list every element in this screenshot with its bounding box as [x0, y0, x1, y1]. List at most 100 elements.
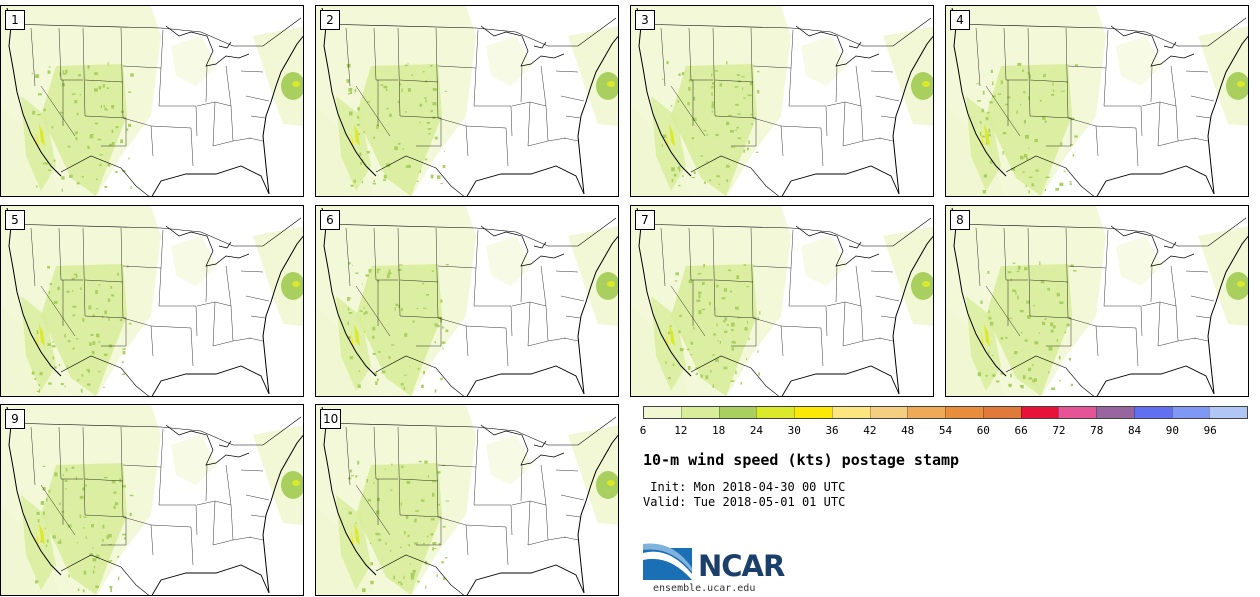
- wind-speckle-18-24: [437, 503, 440, 506]
- wind-speckle-18-24: [445, 264, 449, 266]
- wind-speckle-18-24: [71, 93, 76, 95]
- wind-speckle-18-24: [382, 179, 387, 181]
- wind-speckle-18-24: [372, 326, 376, 331]
- wind-speckle-18-24: [355, 272, 359, 274]
- gulf-coastline: [151, 564, 270, 595]
- state-boundaries: [731, 305, 828, 367]
- colorbar-ticks: 6 12 18 24 30 36 42 48 54 60 66 72 78 84 90 96: [640, 424, 1248, 440]
- wind-speckle-18-24: [128, 157, 130, 160]
- wind-speckle-18-24: [67, 340, 71, 343]
- wind-speckle-18-24: [661, 78, 664, 80]
- wind-speckle-18-24: [711, 92, 713, 96]
- wind-speckle-18-24: [111, 105, 115, 109]
- wind-speckle-18-24: [712, 384, 714, 388]
- wind-speckle-18-24: [1020, 331, 1023, 334]
- wind-speckle-18-24: [82, 487, 85, 491]
- wind-speckle-18-24: [414, 542, 418, 545]
- wind-field-12-18: [356, 463, 442, 595]
- wind-speckle-18-24: [1012, 262, 1016, 264]
- wind-speckle-18-24: [1023, 119, 1026, 124]
- wind-speckle-18-24: [759, 311, 761, 315]
- wind-speckle-18-24: [1066, 323, 1070, 327]
- wind-field-plains: [486, 435, 532, 485]
- member-map-panel: 8: [945, 205, 1249, 397]
- wind-speckle-18-24: [355, 521, 357, 524]
- gulf-coastline: [466, 365, 585, 396]
- wind-speckle-18-24: [407, 534, 410, 538]
- wind-speckle-18-24: [53, 159, 56, 162]
- wind-speckle-18-24: [1012, 289, 1016, 292]
- country-border: [319, 416, 617, 446]
- wind-speckle-18-24: [81, 175, 84, 178]
- wind-speckle-18-24: [741, 76, 745, 78]
- wind-speckle-18-24: [432, 547, 434, 551]
- wind-core-atlantic: [292, 281, 300, 287]
- country-border: [319, 17, 617, 47]
- wind-speckle-18-24: [35, 74, 40, 78]
- colorbar-swatch: [756, 407, 794, 418]
- wind-speckle-18-24: [103, 104, 105, 108]
- wind-speckle-18-24: [374, 372, 377, 376]
- wind-speckle-18-24: [53, 300, 58, 304]
- country-border: [634, 217, 932, 247]
- wind-speckle-18-24: [746, 286, 749, 288]
- wind-speckle-18-24: [669, 325, 673, 327]
- wind-speckle-18-24: [1047, 287, 1050, 291]
- state-boundaries: [84, 426, 164, 556]
- wind-speckle-18-24: [102, 84, 105, 88]
- wind-speckle-18-24: [442, 577, 446, 580]
- wind-speckle-18-24: [389, 489, 393, 491]
- gulf-coastline: [466, 564, 585, 595]
- wind-speckle-18-24: [117, 272, 119, 276]
- wind-speckle-18-24: [94, 122, 99, 125]
- state-boundaries: [520, 464, 585, 541]
- wind-speckle-18-24: [976, 83, 980, 85]
- wind-speckle-18-24: [404, 64, 408, 67]
- wind-speckle-18-24: [68, 574, 70, 578]
- wind-speckle-18-24: [372, 182, 376, 185]
- state-boundaries: [520, 265, 585, 342]
- wind-speckle-18-24: [992, 81, 994, 86]
- wind-speckle-18-24: [1032, 379, 1035, 383]
- wind-speckle-18-24: [122, 485, 126, 488]
- wind-speckle-18-24: [751, 123, 753, 125]
- wind-speckle-18-24: [423, 543, 425, 545]
- wind-speckle-18-24: [731, 341, 735, 344]
- ncar-logo-icon: [643, 543, 692, 580]
- wind-speckle-18-24: [1005, 336, 1008, 339]
- wind-speckle-18-24: [1044, 318, 1047, 320]
- wind-speckle-18-24: [1038, 332, 1041, 334]
- member-map-panel: 5: [0, 205, 304, 397]
- state-boundaries: [416, 504, 513, 566]
- member-map-panel: 2: [315, 5, 619, 197]
- west-coastline: [951, 207, 1007, 377]
- wind-speckle-18-24: [1074, 135, 1078, 138]
- wind-speckle-18-24: [362, 159, 364, 162]
- wind-speckle-18-24: [748, 140, 750, 144]
- wind-speckle-18-24: [39, 372, 43, 376]
- wind-speckle-18-24: [48, 291, 51, 295]
- wind-speed-map: [1, 206, 303, 396]
- wind-core-atlantic: [292, 81, 300, 87]
- wind-speckle-18-24: [731, 328, 734, 332]
- wind-speckle-18-24: [412, 569, 416, 573]
- wind-speckle-18-24: [671, 179, 674, 182]
- east-coastline: [262, 235, 303, 395]
- mexico-border: [375, 355, 464, 396]
- member-label: 6: [320, 210, 340, 230]
- wind-speckle-18-24: [1031, 183, 1035, 187]
- wind-speckle-18-24: [397, 142, 401, 145]
- wind-speckle-18-24: [427, 535, 429, 538]
- wind-speckle-18-24: [986, 111, 990, 114]
- wind-speckle-18-24: [92, 547, 94, 549]
- wind-speckle-18-24: [1059, 379, 1061, 382]
- wind-speckle-18-24: [688, 279, 693, 284]
- country-border: [319, 217, 617, 247]
- wind-speckle-18-24: [405, 515, 409, 519]
- mexico-border: [60, 554, 149, 595]
- wind-speckle-18-24: [409, 365, 411, 367]
- wind-speckle-18-24: [52, 535, 56, 539]
- wind-speckle-18-24: [61, 510, 65, 513]
- wind-speckle-18-24: [363, 307, 365, 309]
- wind-speckle-18-24: [1025, 185, 1027, 188]
